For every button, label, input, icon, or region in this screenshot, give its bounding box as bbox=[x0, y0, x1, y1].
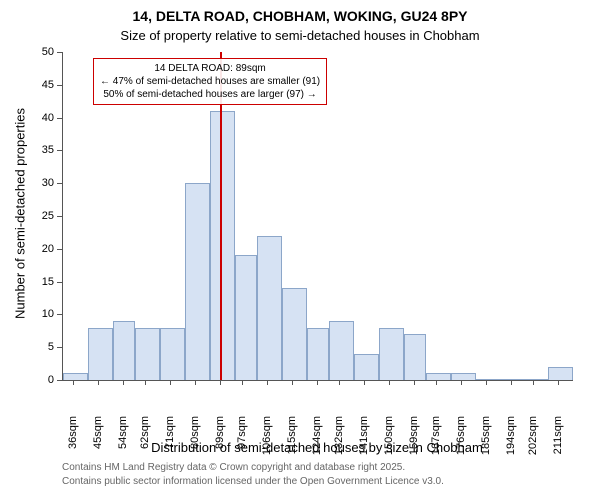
x-tick-mark bbox=[558, 380, 559, 385]
attribution-1: Contains HM Land Registry data © Crown c… bbox=[62, 462, 405, 473]
histogram-bar bbox=[235, 255, 257, 380]
y-tick-mark bbox=[57, 282, 62, 283]
x-tick-mark bbox=[533, 380, 534, 385]
x-tick-mark bbox=[220, 380, 221, 385]
y-tick-label: 15 bbox=[30, 276, 54, 288]
x-tick-mark bbox=[267, 380, 268, 385]
histogram-bar bbox=[185, 183, 210, 380]
x-tick-label: 115sqm bbox=[286, 416, 298, 466]
x-tick-mark bbox=[145, 380, 146, 385]
plot-area: 14 DELTA ROAD: 89sqm ← 47% of semi-detac… bbox=[62, 52, 573, 381]
y-tick-mark bbox=[57, 216, 62, 217]
histogram-bar bbox=[426, 373, 451, 380]
x-tick-mark bbox=[292, 380, 293, 385]
x-tick-label: 159sqm bbox=[408, 416, 420, 466]
y-tick-label: 0 bbox=[30, 374, 54, 386]
x-tick-label: 124sqm bbox=[311, 416, 323, 466]
x-tick-mark bbox=[486, 380, 487, 385]
histogram-bar bbox=[379, 328, 404, 380]
histogram-bar bbox=[88, 328, 113, 380]
x-tick-mark bbox=[339, 380, 340, 385]
x-tick-label: 97sqm bbox=[236, 416, 248, 466]
histogram-bar bbox=[354, 354, 379, 380]
y-tick-label: 25 bbox=[30, 210, 54, 222]
y-tick-label: 45 bbox=[30, 79, 54, 91]
x-tick-mark bbox=[123, 380, 124, 385]
x-tick-mark bbox=[511, 380, 512, 385]
y-tick-label: 20 bbox=[30, 243, 54, 255]
histogram-bar bbox=[63, 373, 88, 380]
x-tick-label: 211sqm bbox=[552, 416, 564, 466]
y-tick-mark bbox=[57, 249, 62, 250]
x-tick-mark bbox=[461, 380, 462, 385]
x-tick-mark bbox=[436, 380, 437, 385]
y-tick-label: 40 bbox=[30, 112, 54, 124]
x-tick-label: 54sqm bbox=[117, 416, 129, 466]
callout-line1: 14 DELTA ROAD: 89sqm bbox=[100, 62, 320, 75]
x-tick-label: 36sqm bbox=[67, 416, 79, 466]
y-tick-mark bbox=[57, 118, 62, 119]
x-tick-label: 62sqm bbox=[139, 416, 151, 466]
chart-container: 14, DELTA ROAD, CHOBHAM, WOKING, GU24 8P… bbox=[0, 0, 600, 500]
x-tick-label: 176sqm bbox=[455, 416, 467, 466]
callout-box: 14 DELTA ROAD: 89sqm ← 47% of semi-detac… bbox=[93, 58, 327, 105]
y-tick-mark bbox=[57, 380, 62, 381]
x-tick-label: 89sqm bbox=[214, 416, 226, 466]
x-tick-mark bbox=[317, 380, 318, 385]
callout-line2: ← 47% of semi-detached houses are smalle… bbox=[100, 75, 320, 88]
y-tick-mark bbox=[57, 347, 62, 348]
x-tick-label: 194sqm bbox=[505, 416, 517, 466]
histogram-bar bbox=[257, 236, 282, 380]
y-tick-label: 50 bbox=[30, 46, 54, 58]
histogram-bar bbox=[523, 379, 548, 380]
histogram-bar bbox=[135, 328, 160, 380]
x-tick-label: 185sqm bbox=[480, 416, 492, 466]
x-tick-mark bbox=[364, 380, 365, 385]
histogram-bar bbox=[404, 334, 426, 380]
attribution-2: Contains public sector information licen… bbox=[62, 476, 444, 487]
x-tick-label: 150sqm bbox=[383, 416, 395, 466]
x-tick-mark bbox=[242, 380, 243, 385]
x-tick-label: 141sqm bbox=[358, 416, 370, 466]
x-tick-mark bbox=[389, 380, 390, 385]
x-tick-mark bbox=[98, 380, 99, 385]
y-tick-label: 30 bbox=[30, 177, 54, 189]
histogram-bar bbox=[548, 367, 573, 380]
x-tick-mark bbox=[195, 380, 196, 385]
histogram-bar bbox=[451, 373, 476, 380]
x-tick-label: 71sqm bbox=[164, 416, 176, 466]
x-tick-label: 202sqm bbox=[527, 416, 539, 466]
callout-line3: 50% of semi-detached houses are larger (… bbox=[100, 88, 320, 101]
x-tick-label: 80sqm bbox=[189, 416, 201, 466]
histogram-bar bbox=[113, 321, 135, 380]
histogram-bar bbox=[160, 328, 185, 380]
chart-title: 14, DELTA ROAD, CHOBHAM, WOKING, GU24 8P… bbox=[0, 8, 600, 24]
x-tick-mark bbox=[170, 380, 171, 385]
x-tick-mark bbox=[73, 380, 74, 385]
y-tick-mark bbox=[57, 314, 62, 315]
histogram-bar bbox=[329, 321, 354, 380]
y-tick-label: 10 bbox=[30, 308, 54, 320]
histogram-bar bbox=[282, 288, 307, 380]
y-tick-mark bbox=[57, 150, 62, 151]
x-tick-label: 167sqm bbox=[430, 416, 442, 466]
y-tick-mark bbox=[57, 183, 62, 184]
chart-subtitle: Size of property relative to semi-detach… bbox=[0, 28, 600, 43]
x-tick-label: 106sqm bbox=[261, 416, 273, 466]
y-axis-label: Number of semi-detached properties bbox=[13, 99, 28, 329]
x-tick-mark bbox=[414, 380, 415, 385]
histogram-bar bbox=[210, 111, 235, 380]
y-tick-label: 35 bbox=[30, 144, 54, 156]
x-tick-label: 132sqm bbox=[333, 416, 345, 466]
histogram-bar bbox=[307, 328, 329, 380]
x-tick-label: 45sqm bbox=[92, 416, 104, 466]
y-tick-label: 5 bbox=[30, 341, 54, 353]
histogram-bar bbox=[476, 379, 501, 380]
y-tick-mark bbox=[57, 52, 62, 53]
y-tick-mark bbox=[57, 85, 62, 86]
